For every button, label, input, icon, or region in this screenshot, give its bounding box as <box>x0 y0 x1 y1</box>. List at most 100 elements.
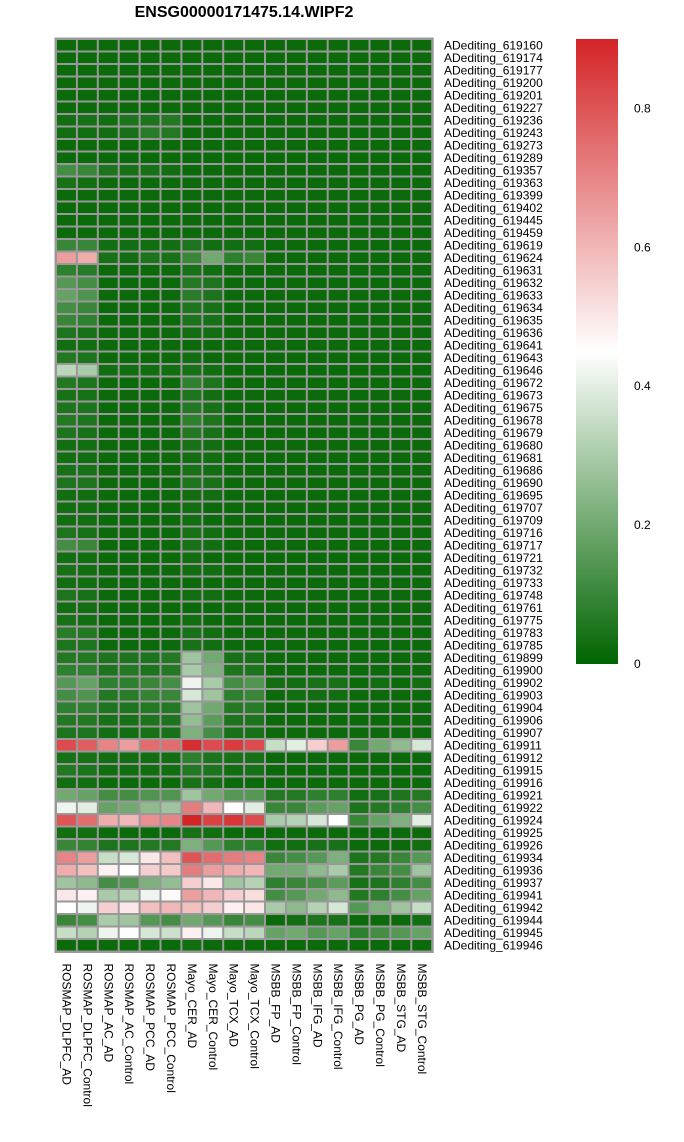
heatmap-cell <box>266 365 285 376</box>
heatmap-cell <box>98 190 118 201</box>
heatmap-cell <box>119 777 139 788</box>
heatmap-cell <box>286 140 306 151</box>
heatmap-cell <box>307 365 327 376</box>
heatmap-cell <box>328 640 348 651</box>
row-label: ADediting_619775 <box>444 613 543 627</box>
heatmap-cell <box>161 927 181 938</box>
heatmap-cell <box>328 465 348 476</box>
heatmap-cell <box>349 765 369 776</box>
heatmap-cell <box>161 540 181 551</box>
heatmap-cell <box>182 65 202 76</box>
heatmap-cell <box>349 77 369 88</box>
heatmap-cell <box>328 227 348 238</box>
heatmap-cell <box>245 577 264 588</box>
heatmap-cell <box>98 315 118 326</box>
heatmap-cell <box>57 527 76 538</box>
heatmap-cell <box>370 202 390 213</box>
heatmap-cell <box>77 927 97 938</box>
heatmap-cell <box>224 102 244 113</box>
heatmap-cell <box>245 140 264 151</box>
heatmap-cell <box>391 152 411 163</box>
heatmap-cell <box>77 90 97 101</box>
heatmap-cell <box>98 490 118 501</box>
heatmap-cell <box>391 52 411 63</box>
heatmap-cell <box>140 52 160 63</box>
heatmap-cell <box>370 865 390 876</box>
heatmap-cell <box>412 427 432 438</box>
heatmap-cell <box>307 52 327 63</box>
heatmap-cell <box>161 677 181 688</box>
heatmap-cell <box>182 265 202 276</box>
row-label: ADediting_619934 <box>444 851 543 865</box>
heatmap-cell <box>161 515 181 526</box>
heatmap-cell <box>370 540 390 551</box>
heatmap-cell <box>182 727 202 738</box>
heatmap-cell <box>307 702 327 713</box>
heatmap-cell <box>391 365 411 376</box>
legend-tick-label: 0.4 <box>634 379 651 393</box>
heatmap-cell <box>349 827 369 838</box>
heatmap-cell <box>57 177 76 188</box>
heatmap-cell <box>224 477 244 488</box>
heatmap-cell <box>57 852 76 863</box>
heatmap-cell <box>391 215 411 226</box>
heatmap-cell <box>328 377 348 388</box>
heatmap-cell <box>203 327 223 338</box>
heatmap-cell <box>224 902 244 913</box>
heatmap-cell <box>203 827 223 838</box>
heatmap-cell <box>391 127 411 138</box>
heatmap-cell <box>98 940 118 951</box>
heatmap-cell <box>161 77 181 88</box>
heatmap-cell <box>412 502 432 513</box>
heatmap-cell <box>119 765 139 776</box>
heatmap-cell <box>286 402 306 413</box>
heatmap-cell <box>391 715 411 726</box>
heatmap-cell <box>203 352 223 363</box>
heatmap-cell <box>161 215 181 226</box>
heatmap-cell <box>161 327 181 338</box>
heatmap-cell <box>77 65 97 76</box>
heatmap-cell <box>391 115 411 126</box>
heatmap-cell <box>307 827 327 838</box>
heatmap-cell <box>203 665 223 676</box>
heatmap-cell <box>245 315 264 326</box>
heatmap-cell <box>349 502 369 513</box>
heatmap-cell <box>140 165 160 176</box>
heatmap-cell <box>161 615 181 626</box>
heatmap-cell <box>224 802 244 813</box>
heatmap-cell <box>224 602 244 613</box>
heatmap-cell <box>349 590 369 601</box>
heatmap-cell <box>57 465 76 476</box>
heatmap-cell <box>224 690 244 701</box>
heatmap-cell <box>119 852 139 863</box>
heatmap-cell <box>349 452 369 463</box>
heatmap-cell <box>224 90 244 101</box>
heatmap-cell <box>119 252 139 263</box>
heatmap-cell <box>245 177 264 188</box>
heatmap-cell <box>266 340 285 351</box>
heatmap-cell <box>286 190 306 201</box>
heatmap-cell <box>370 740 390 751</box>
row-label: ADediting_619785 <box>444 638 543 652</box>
heatmap-cell <box>286 652 306 663</box>
heatmap-cell <box>370 527 390 538</box>
heatmap-cell <box>161 527 181 538</box>
heatmap-cell <box>98 652 118 663</box>
heatmap-cell <box>161 377 181 388</box>
heatmap-cell <box>98 415 118 426</box>
heatmap-cell <box>98 765 118 776</box>
heatmap-cell <box>391 627 411 638</box>
heatmap-cell <box>161 390 181 401</box>
heatmap-cell <box>412 102 432 113</box>
heatmap-cell <box>266 227 285 238</box>
heatmap-cell <box>370 902 390 913</box>
heatmap-cell <box>140 827 160 838</box>
heatmap-cell <box>266 665 285 676</box>
heatmap-cell <box>245 840 264 851</box>
column-label: Mayo_TCX_Control <box>248 964 262 1069</box>
row-label: ADediting_619695 <box>444 488 543 502</box>
column-label: ROSMAP_DLPFC_Control <box>80 964 94 1107</box>
heatmap-cell <box>412 627 432 638</box>
heatmap-cell <box>224 127 244 138</box>
heatmap-cell <box>349 227 369 238</box>
